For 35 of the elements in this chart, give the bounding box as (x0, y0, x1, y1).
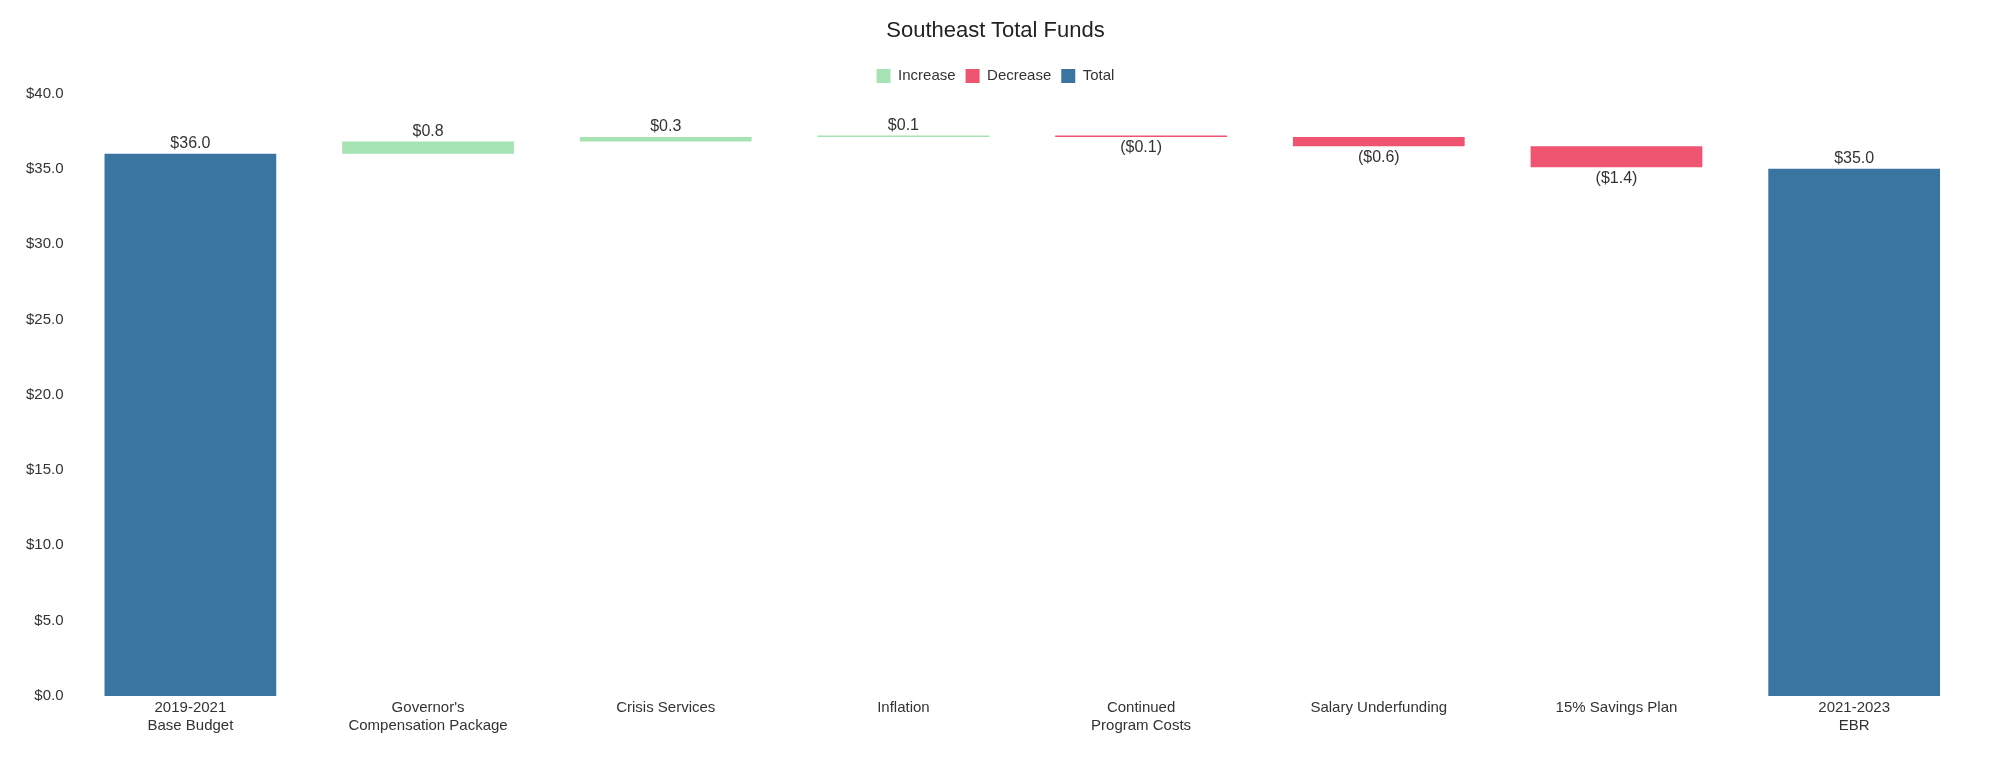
x-tick-label: Continued Program Costs (1091, 698, 1192, 734)
bar (104, 153, 277, 696)
data-label: ($0.6) (1357, 147, 1400, 165)
x-tick-label: 2021-2023 EBR (1818, 698, 1891, 734)
x-tick-label: 2019-2021 Base Budget (147, 698, 235, 734)
y-tick-label: $25.0 (25, 309, 64, 327)
x-tick-label: Salary Underfunding (1310, 698, 1448, 716)
y-tick-label: $10.0 (25, 535, 64, 553)
x-tick-label: Inflation (877, 698, 930, 716)
data-label: $0.1 (887, 115, 920, 133)
data-label: ($1.4) (1595, 168, 1638, 186)
legend-label: Decrease (987, 66, 1052, 84)
bar (1530, 146, 1703, 168)
bar (579, 137, 752, 142)
x-tick-label: Governor's Compensation Package (348, 698, 508, 734)
bar (342, 141, 514, 154)
data-label: $0.8 (412, 122, 444, 140)
bar (1292, 137, 1465, 147)
chart-title: Southeast Total Funds (886, 17, 1105, 43)
bar (1768, 168, 1941, 696)
x-tick-label: 15% Savings Plan (1555, 698, 1678, 716)
y-tick-label: $5.0 (34, 610, 64, 628)
x-tick-label: Crisis Services (616, 698, 716, 716)
y-tick-label: $20.0 (25, 384, 64, 402)
data-label: $35.0 (1834, 149, 1875, 167)
legend-label: Total (1082, 66, 1115, 84)
y-tick-label: $35.0 (25, 158, 64, 176)
y-tick-label: $0.0 (34, 686, 64, 704)
y-tick-label: $40.0 (25, 83, 64, 101)
y-tick-label: $30.0 (25, 234, 64, 252)
data-label: ($0.1) (1120, 138, 1163, 156)
y-tick-label: $15.0 (25, 460, 64, 478)
data-label: $0.3 (650, 117, 682, 135)
data-label: $36.0 (170, 134, 211, 152)
legend-label: Increase (898, 66, 956, 84)
